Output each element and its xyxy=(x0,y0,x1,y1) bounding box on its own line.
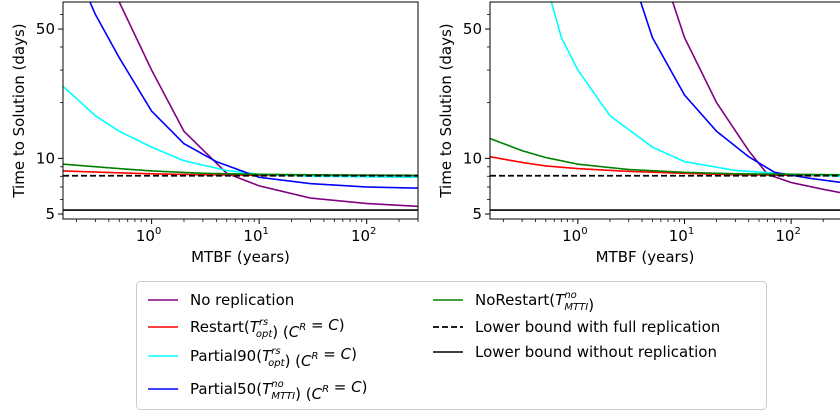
chart-right-ytick-label: 10 xyxy=(463,149,482,167)
chart-left-ylabel: Time to Solution (days) xyxy=(10,23,28,198)
legend-label-partial50: Partial50(Tno MTTI) (CR = C) xyxy=(190,378,367,403)
chart-right-line-partial50 xyxy=(639,2,840,184)
chart-right-axes-frame xyxy=(489,1,840,220)
chart-left-ytick-label: 10 xyxy=(36,149,55,167)
chart-right-xlabel: MTBF (years) xyxy=(596,248,695,266)
chart-left-xtick-label: 100 xyxy=(136,226,161,245)
left-chart: 100 101 102 5 10 50 MTBF (years) Time to Soluti… xyxy=(10,1,419,266)
legend-label-restart: Restart(Trs opt) (CR = C) xyxy=(190,316,345,341)
chart-left-xlabel: MTBF (years) xyxy=(191,248,290,266)
legend-label-norestart: NoRestart(Tno MTTI) xyxy=(475,290,594,314)
chart-left-series xyxy=(63,2,418,211)
chart-right-ytick-label: 50 xyxy=(463,20,482,38)
legend-label-lower_without: Lower bound without replication xyxy=(475,343,717,361)
chart-left-ytick-label: 5 xyxy=(45,205,55,223)
chart-right-ylabel: Time to Solution (days) xyxy=(437,23,455,198)
chart-left-line-norestart xyxy=(63,163,418,177)
chart-right-xtick-label: 100 xyxy=(562,226,587,245)
chart-right-line-norestart xyxy=(490,137,840,176)
chart-left-ytick-label: 50 xyxy=(36,20,55,38)
chart-left-axes-frame xyxy=(62,1,419,220)
chart-right-line-partial90 xyxy=(550,2,840,177)
chart-right-ytick-label: 5 xyxy=(472,205,482,223)
chart-right-xtick-label: 102 xyxy=(775,226,800,245)
legend-frame xyxy=(136,281,767,410)
chart-right-line-restart xyxy=(490,155,840,177)
chart-right-line-no_replication xyxy=(671,2,840,194)
legend-label-partial90: Partial90(Trs opt) (CR = C) xyxy=(190,345,357,370)
chart-left-line-partial90 xyxy=(63,85,418,179)
chart-right-xtick-label: 101 xyxy=(669,226,694,245)
chart-left-xtick-label: 101 xyxy=(243,226,268,245)
legend: No replication Restart(Trs opt) (CR = C) Pa… xyxy=(136,281,767,410)
right-chart: 100 101 102 5 10 50 MTBF (years) Time to Soluti… xyxy=(437,1,840,266)
chart-left-line-partial50 xyxy=(89,2,418,189)
chart-left-xtick-label: 102 xyxy=(351,226,376,245)
chart-right-series xyxy=(490,2,840,211)
legend-label-lower_full: Lower bound with full replication xyxy=(475,318,720,336)
legend-label-no_replication: No replication xyxy=(190,291,294,309)
